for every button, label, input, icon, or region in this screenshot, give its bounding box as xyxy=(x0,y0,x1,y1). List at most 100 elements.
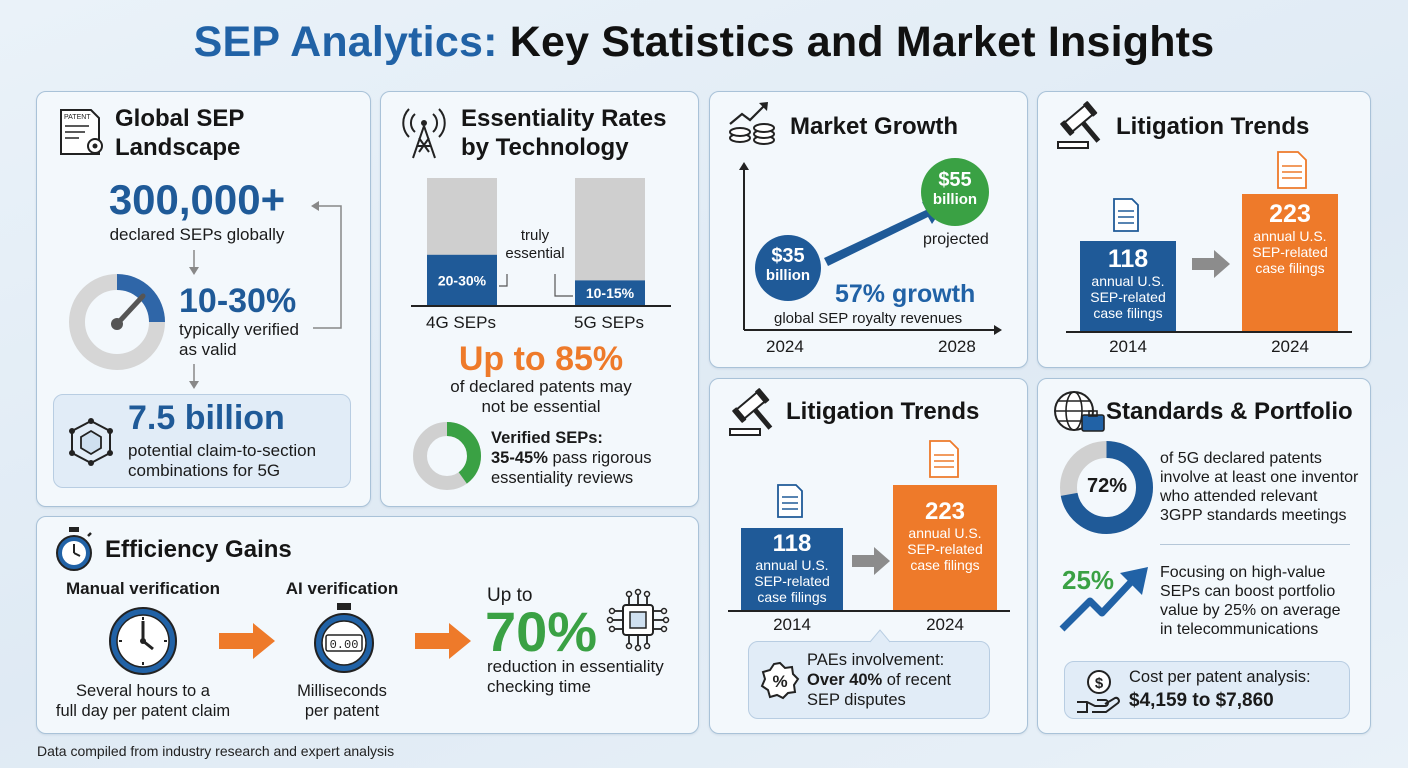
gavel-icon xyxy=(1057,101,1101,149)
essentiality-title: Essentiality Rates by Technology xyxy=(461,105,667,161)
litigation-card-top: Litigation Trends 118 annual U.S. SEP-re… xyxy=(1037,91,1371,368)
bar-value-label-0: 20-30% xyxy=(438,272,487,288)
projected-label: projected xyxy=(923,231,989,248)
landscape-card: PATENT Global SEP Landscape 300,000+ decl… xyxy=(36,91,371,507)
litigation-title-top: Litigation Trends xyxy=(1116,113,1310,140)
result-value: 70% xyxy=(485,600,598,663)
donut-value: 72% xyxy=(1086,475,1128,497)
before-bar: 118 annual U.S. SEP-related case filings xyxy=(1080,241,1176,331)
bar-value-label-1: 10-15% xyxy=(586,285,635,301)
inventor-donut xyxy=(1060,441,1153,534)
combo-value: 7.5 billion xyxy=(128,399,285,437)
result-description: reduction in essentiality checking time xyxy=(487,657,664,696)
year-after: 2024 xyxy=(926,615,964,634)
landscape-stat-label: declared SEPs globally xyxy=(109,225,285,244)
cost-label: Cost per patent analysis: xyxy=(1129,668,1311,686)
landscape-stat: 300,000+ xyxy=(108,176,286,223)
year-before: 2014 xyxy=(773,615,811,634)
landscape-title: Global SEP Landscape xyxy=(115,105,245,161)
pae-text: PAEs involvement: Over 40% of recent SEP… xyxy=(807,651,952,709)
document-icon-large xyxy=(1277,151,1307,189)
gauge-value: 10-30% xyxy=(179,282,297,320)
title-part1: SEP Analytics: xyxy=(193,18,498,66)
ai-title: AI verification xyxy=(285,579,399,598)
ai-chip-icon xyxy=(606,588,670,652)
footer-source: Data compiled from industry research and… xyxy=(37,743,395,759)
verified-text: Verified SEPs: 35-45% pass rigorous esse… xyxy=(491,429,652,487)
verified-donut-arc xyxy=(413,422,481,490)
bar-label-5g: 5G SEPs xyxy=(574,313,644,332)
antenna-tower-icon xyxy=(402,108,446,159)
essentiality-highlight-label: of declared patents may not be essential xyxy=(450,377,632,416)
standards-card: Standards & Portfolio 72% of 5G declared… xyxy=(1037,378,1371,734)
essentiality-card: Essentiality Rates by Technology 20-30% 10… xyxy=(380,91,699,507)
document-icon-small xyxy=(777,484,803,518)
document-icon-large xyxy=(929,440,959,478)
growth-coins-icon xyxy=(729,102,775,145)
document-icon-small xyxy=(1113,198,1139,232)
digital-stopwatch-icon: 0.00 xyxy=(314,603,374,673)
title-part2: Key Statistics and Market Insights xyxy=(509,18,1215,66)
inventor-donut-arc xyxy=(1060,441,1153,534)
donut-description: of 5G declared patents involve at least o… xyxy=(1160,450,1359,524)
cost-box: $ Cost per patent analysis: $4,159 to $7… xyxy=(1064,661,1350,719)
trend-up-arrow-icon xyxy=(1059,567,1148,632)
gauge-label: typically verified as valid xyxy=(179,320,299,359)
patent-doc-text: PATENT xyxy=(64,114,91,121)
globe-briefcase-icon xyxy=(1054,391,1105,432)
after-bar: 223 annual U.S. SEP-related case filings xyxy=(893,485,997,610)
network-cube-icon xyxy=(69,418,113,466)
efficiency-title: Efficiency Gains xyxy=(105,536,292,563)
x-end-label: 2028 xyxy=(938,337,976,356)
svg-text:$: $ xyxy=(1095,675,1104,692)
year-before: 2014 xyxy=(1109,337,1147,356)
boost-description: Focusing on high-value SEPs can boost por… xyxy=(1160,564,1341,638)
boost-value: 25% xyxy=(1062,565,1115,595)
arrow-orange-1 xyxy=(219,623,275,659)
bar-label-4g: 4G SEPs xyxy=(426,313,496,332)
bar-fill-0 xyxy=(427,254,497,306)
gavel-icon xyxy=(729,388,773,436)
after-bar: 223 annual U.S. SEP-related case filings xyxy=(1242,194,1338,331)
standards-title: Standards & Portfolio xyxy=(1106,398,1353,425)
manual-description: Several hours to a full day per patent cl… xyxy=(55,682,231,720)
ai-description: Milliseconds per patent xyxy=(297,682,387,720)
verified-donut xyxy=(413,422,481,490)
essentiality-annotation: truly essential xyxy=(505,227,565,262)
right-arrow xyxy=(852,547,890,575)
stopwatch-icon xyxy=(56,527,92,571)
annotation-leader xyxy=(499,274,573,297)
essentiality-highlight: Up to 85% xyxy=(458,340,624,378)
year-after: 2024 xyxy=(1271,337,1309,356)
ai-display-text: 0.00 xyxy=(330,638,359,652)
bar-fill-1 xyxy=(575,280,645,306)
start-value-circle: $35 billion xyxy=(755,235,821,301)
market-title: Market Growth xyxy=(790,113,959,140)
hand-coin-icon: $ xyxy=(1077,670,1120,713)
essentiality-bar-chart: 20-30% 10-15% xyxy=(411,178,671,307)
divider xyxy=(1160,544,1350,545)
svg-text:%: % xyxy=(772,672,787,691)
callout-pointer xyxy=(869,629,891,643)
baseline xyxy=(1066,331,1352,333)
baseline xyxy=(728,610,1010,612)
end-value-circle: $55 billion xyxy=(921,158,989,226)
pae-callout: % PAEs involvement: Over 40% of recent S… xyxy=(748,641,990,719)
manual-title: Manual verification xyxy=(66,579,220,598)
clock-icon xyxy=(109,607,177,675)
growth-label: global SEP royalty revenues xyxy=(774,310,963,327)
result-pre: Up to xyxy=(487,585,533,606)
litigation-title-middle: Litigation Trends xyxy=(786,398,980,425)
x-start-label: 2024 xyxy=(766,337,804,356)
page-title: SEP Analytics: Key Statistics and Market… xyxy=(0,18,1408,67)
percent-badge-icon: % xyxy=(760,661,800,700)
market-axes xyxy=(739,162,1002,335)
arrow-orange-2 xyxy=(415,623,471,659)
before-bar: 118 annual U.S. SEP-related case filings xyxy=(741,528,843,610)
verification-gauge xyxy=(69,274,165,370)
litigation-card-middle: Litigation Trends 118 annual U.S. SEP-re… xyxy=(709,378,1028,734)
growth-value: 57% growth xyxy=(835,280,976,308)
market-card: Market Growth $35 billion $55 billion pr… xyxy=(709,91,1028,368)
patent-document-icon: PATENT xyxy=(60,109,103,155)
combinations-box: 7.5 billion potential claim-to-section co… xyxy=(53,394,351,488)
